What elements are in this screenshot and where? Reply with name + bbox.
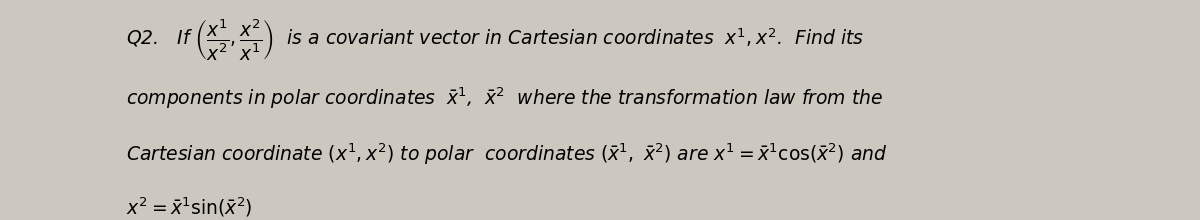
Text: Q2.   If $\left(\dfrac{x^1}{x^2}, \dfrac{x^2}{x^1}\right)$  is a covariant vecto: Q2. If $\left(\dfrac{x^1}{x^2}, \dfrac{x… [126,17,864,62]
Text: components in polar coordinates  $\bar{x}^1$,  $\bar{x}^2$  where the transforma: components in polar coordinates $\bar{x}… [126,85,883,111]
Text: $x^2 = \bar{x}^1\sin(\bar{x}^2)$: $x^2 = \bar{x}^1\sin(\bar{x}^2)$ [126,195,253,218]
Text: Cartesian coordinate $(x^1, x^2)$ to polar  coordinates $(\bar{x}^1,\ \bar{x}^2): Cartesian coordinate $(x^1, x^2)$ to pol… [126,141,888,167]
